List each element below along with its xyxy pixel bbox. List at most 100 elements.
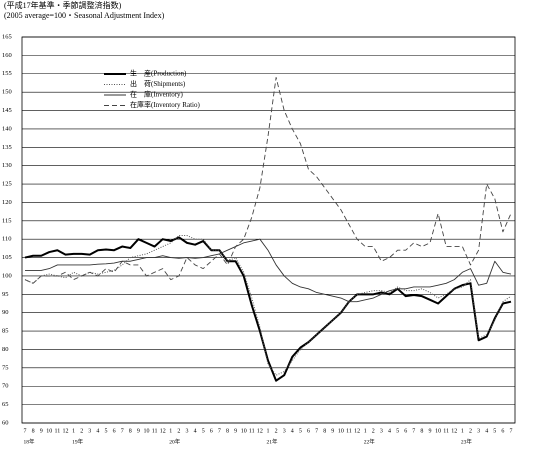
y-tick-label: 125 <box>2 181 12 188</box>
x-tick-label: 7 <box>510 428 513 434</box>
y-tick-label: 80 <box>2 346 9 353</box>
x-tick-label: 5 <box>493 428 496 434</box>
y-tick-label: 70 <box>2 383 9 390</box>
x-tick-label: 1 <box>267 428 270 434</box>
x-tick-label: 7 <box>218 428 221 434</box>
legend-label: 出 荷(Shipments) <box>130 79 186 88</box>
y-tick-label: 120 <box>2 199 12 206</box>
x-tick-label: 12 <box>63 428 69 434</box>
x-tick-label: 6 <box>404 428 407 434</box>
x-tick-label: 11 <box>249 428 255 434</box>
year-label: 23年 <box>461 437 473 445</box>
x-tick-label: 7 <box>24 428 27 434</box>
series-line <box>24 235 512 376</box>
x-tick-label: 7 <box>121 428 124 434</box>
legend-label: 生 産(Production) <box>130 69 187 78</box>
x-tick-label: 8 <box>323 428 326 434</box>
x-tick-label: 2 <box>469 428 472 434</box>
x-tick-label: 11 <box>152 428 158 434</box>
x-tick-label: 1 <box>169 428 172 434</box>
chart-subtitle: (2005 average=100・Seasonal Adjustment In… <box>4 11 165 20</box>
x-tick-label: 4 <box>194 428 197 434</box>
x-tick-label: 10 <box>338 428 344 434</box>
x-tick-label: 1 <box>364 428 367 434</box>
x-tick-label: 11 <box>346 428 352 434</box>
x-tick-label: 11 <box>443 428 449 434</box>
year-label: 18年 <box>23 437 35 445</box>
x-tick-label: 6 <box>307 428 310 434</box>
x-tick-label: 2 <box>275 428 278 434</box>
legend-label: 在庫率(Inventory Ratio) <box>130 100 200 109</box>
x-tick-label: 12 <box>451 428 457 434</box>
x-tick-label: 10 <box>435 428 441 434</box>
x-tick-label: 2 <box>177 428 180 434</box>
x-tick-label: 9 <box>40 428 43 434</box>
x-tick-label: 9 <box>429 428 432 434</box>
y-tick-label: 135 <box>2 144 12 151</box>
y-tick-label: 60 <box>2 419 9 426</box>
x-tick-label: 2 <box>372 428 375 434</box>
x-tick-label: 10 <box>46 428 52 434</box>
x-tick-label: 9 <box>137 428 140 434</box>
x-tick-label: 3 <box>186 428 189 434</box>
x-tick-label: 1 <box>72 428 75 434</box>
x-tick-label: 8 <box>420 428 423 434</box>
y-tick-label: 90 <box>2 309 9 316</box>
x-tick-label: 12 <box>257 428 263 434</box>
x-tick-label: 8 <box>32 428 35 434</box>
y-tick-label: 150 <box>2 89 12 96</box>
x-tick-label: 9 <box>331 428 334 434</box>
year-label: 19年 <box>72 437 84 445</box>
x-tick-label: 3 <box>477 428 480 434</box>
series-line <box>25 238 512 303</box>
x-tick-label: 8 <box>129 428 132 434</box>
legend-label: 在 庫(Inventory) <box>130 90 184 99</box>
y-tick-label: 75 <box>2 364 9 371</box>
y-tick-label: 155 <box>2 70 12 77</box>
x-tick-label: 12 <box>160 428 166 434</box>
x-tick-label: 7 <box>412 428 415 434</box>
x-tick-label: 2 <box>80 428 83 434</box>
plot-frame <box>21 36 516 424</box>
y-tick-label: 165 <box>2 33 12 40</box>
x-tick-label: 4 <box>291 428 294 434</box>
y-tick-label: 110 <box>2 236 12 243</box>
x-tick-label: 8 <box>226 428 229 434</box>
x-tick-label: 7 <box>315 428 318 434</box>
x-tick-label: 5 <box>299 428 302 434</box>
x-tick-label: 12 <box>354 428 360 434</box>
y-tick-label: 65 <box>2 401 9 408</box>
x-tick-label: 3 <box>283 428 286 434</box>
x-tick-label: 6 <box>501 428 504 434</box>
x-tick-label: 3 <box>380 428 383 434</box>
y-tick-label: 145 <box>2 107 12 114</box>
year-label: 20年 <box>169 437 181 445</box>
y-tick-label: 95 <box>2 291 9 298</box>
x-tick-label: 3 <box>88 428 91 434</box>
y-tick-label: 130 <box>2 162 12 169</box>
x-tick-label: 5 <box>396 428 399 434</box>
x-tick-label: 10 <box>241 428 247 434</box>
y-tick-label: 85 <box>2 328 9 335</box>
x-tick-label: 11 <box>55 428 61 434</box>
chart-title: (平成17年基準・季節調整済指数) <box>4 0 122 10</box>
x-tick-label: 6 <box>210 428 213 434</box>
x-tick-label: 5 <box>202 428 205 434</box>
x-tick-label: 9 <box>234 428 237 434</box>
x-tick-label: 1 <box>461 428 464 434</box>
series-line <box>24 236 512 382</box>
year-label: 21年 <box>266 437 278 445</box>
y-tick-label: 105 <box>2 254 12 261</box>
x-tick-label: 6 <box>113 428 116 434</box>
y-tick-label: 140 <box>2 125 12 132</box>
series-line <box>24 76 512 284</box>
y-tick-label: 115 <box>2 217 12 224</box>
x-tick-label: 5 <box>105 428 108 434</box>
y-tick-label: 100 <box>2 272 12 279</box>
year-label: 22年 <box>364 437 376 445</box>
x-tick-label: 4 <box>96 428 99 434</box>
x-tick-label: 4 <box>388 428 391 434</box>
x-tick-label: 10 <box>144 428 150 434</box>
y-tick-label: 160 <box>2 52 12 59</box>
